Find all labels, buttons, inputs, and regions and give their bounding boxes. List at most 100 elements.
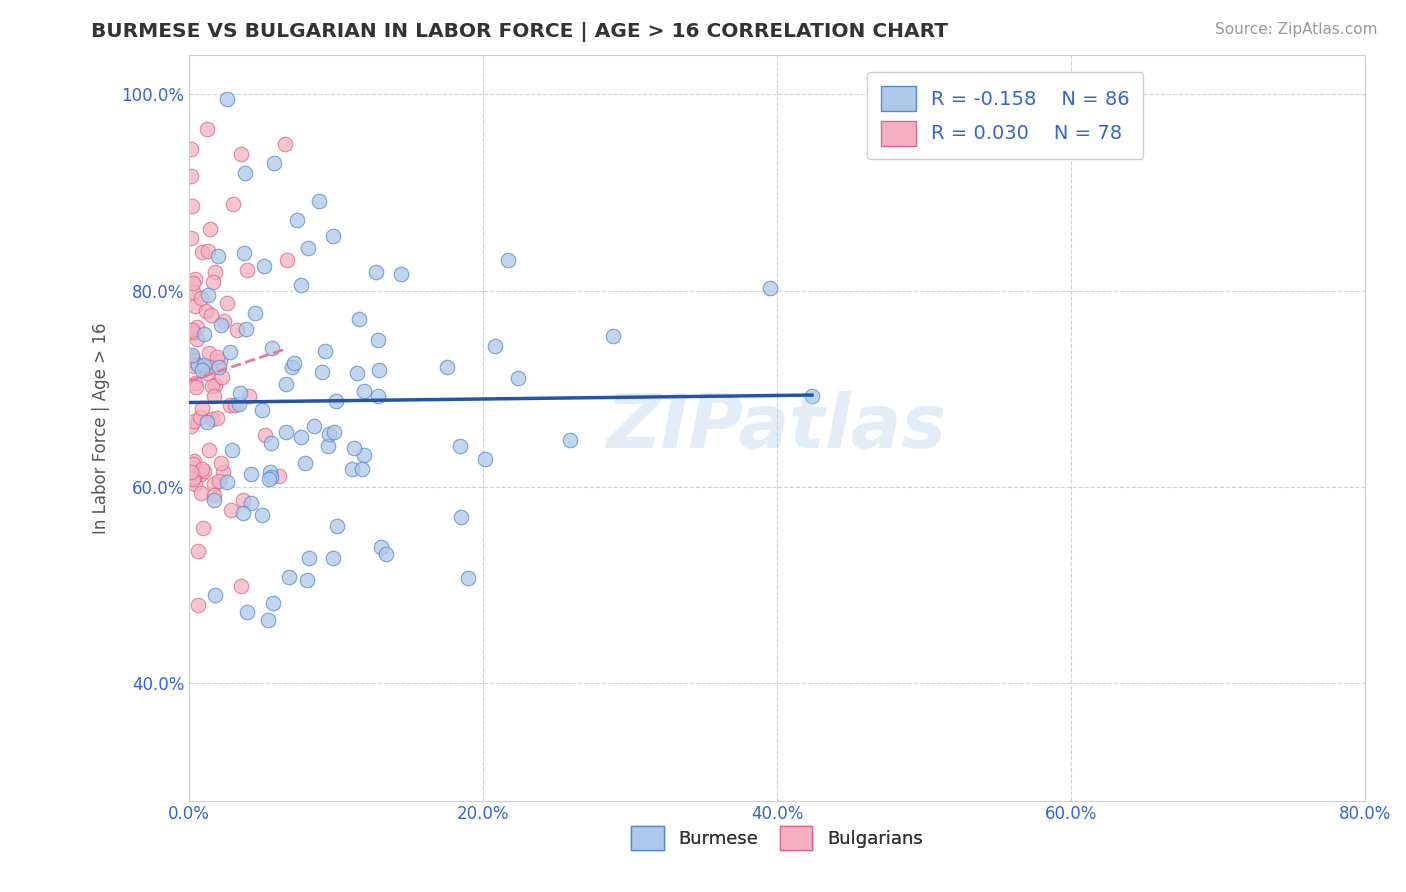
Point bbox=[198, 346, 221, 360]
Point bbox=[181, 347, 204, 361]
Point bbox=[278, 570, 301, 584]
Point bbox=[184, 476, 207, 491]
Point bbox=[245, 306, 267, 320]
Point bbox=[457, 571, 479, 585]
Point bbox=[201, 412, 224, 426]
Point bbox=[322, 550, 344, 565]
Point bbox=[191, 363, 214, 377]
Point bbox=[183, 285, 205, 299]
Point bbox=[217, 92, 239, 106]
Point bbox=[193, 521, 215, 535]
Point bbox=[204, 265, 226, 279]
Point bbox=[186, 319, 208, 334]
Point bbox=[180, 419, 202, 434]
Point bbox=[201, 379, 224, 393]
Point bbox=[352, 461, 374, 475]
Point bbox=[204, 377, 226, 392]
Point bbox=[263, 156, 285, 170]
Point bbox=[274, 137, 297, 152]
Point bbox=[508, 371, 530, 385]
Point bbox=[180, 350, 202, 364]
Point bbox=[318, 427, 340, 442]
Point bbox=[195, 304, 218, 318]
Point bbox=[193, 464, 215, 478]
Point bbox=[187, 544, 209, 558]
Point bbox=[560, 433, 582, 447]
Point bbox=[276, 377, 298, 392]
Point bbox=[183, 454, 205, 468]
Point bbox=[187, 359, 209, 373]
Point bbox=[224, 398, 246, 412]
Point bbox=[262, 341, 284, 355]
Point bbox=[190, 291, 212, 305]
Point bbox=[181, 458, 204, 472]
Point bbox=[181, 470, 204, 484]
Point bbox=[180, 199, 202, 213]
Point bbox=[207, 350, 229, 364]
Point bbox=[209, 318, 232, 333]
Point bbox=[343, 441, 366, 455]
Point bbox=[217, 475, 239, 489]
Point bbox=[257, 613, 280, 627]
Point bbox=[276, 252, 298, 267]
Point bbox=[198, 221, 221, 235]
Point bbox=[240, 467, 263, 481]
Point bbox=[347, 312, 370, 326]
Point bbox=[250, 402, 273, 417]
Point bbox=[262, 596, 284, 610]
Point bbox=[323, 425, 346, 439]
Point bbox=[195, 122, 218, 136]
Point bbox=[209, 456, 232, 470]
Point bbox=[228, 397, 250, 411]
Point bbox=[484, 338, 506, 352]
Point bbox=[183, 353, 205, 368]
Point bbox=[180, 230, 202, 244]
Point bbox=[207, 249, 229, 263]
Point bbox=[235, 605, 257, 619]
Point bbox=[316, 439, 339, 453]
Point bbox=[474, 452, 496, 467]
Point bbox=[197, 244, 219, 259]
Point bbox=[367, 334, 389, 348]
Point bbox=[346, 366, 368, 380]
Point bbox=[183, 272, 205, 286]
Legend: Burmese, Bulgarians: Burmese, Bulgarians bbox=[623, 817, 932, 859]
Point bbox=[253, 259, 276, 273]
Point bbox=[193, 358, 215, 372]
Point bbox=[260, 470, 283, 484]
Point bbox=[204, 588, 226, 602]
Point bbox=[322, 228, 344, 243]
Point bbox=[232, 493, 254, 508]
Point bbox=[202, 488, 225, 502]
Text: ZIPatlas: ZIPatlas bbox=[607, 392, 948, 465]
Point bbox=[180, 169, 202, 183]
Point bbox=[180, 142, 202, 156]
Point bbox=[215, 296, 238, 310]
Point bbox=[212, 314, 235, 328]
Point bbox=[221, 443, 243, 458]
Point bbox=[449, 439, 471, 453]
Point bbox=[314, 343, 336, 358]
Point bbox=[285, 213, 308, 227]
Point bbox=[197, 443, 219, 458]
Point bbox=[183, 413, 205, 427]
Point bbox=[191, 401, 214, 415]
Point bbox=[186, 332, 208, 346]
Point bbox=[233, 245, 256, 260]
Point bbox=[436, 359, 458, 374]
Point bbox=[364, 265, 387, 279]
Point bbox=[205, 411, 228, 425]
Point bbox=[283, 356, 305, 370]
Point bbox=[370, 541, 392, 555]
Point bbox=[181, 325, 204, 339]
Point bbox=[202, 477, 225, 491]
Point bbox=[294, 456, 316, 470]
Point bbox=[188, 410, 211, 425]
Point bbox=[191, 461, 214, 475]
Point bbox=[290, 430, 312, 444]
Text: Source: ZipAtlas.com: Source: ZipAtlas.com bbox=[1215, 22, 1378, 37]
Point bbox=[190, 467, 212, 481]
Y-axis label: In Labor Force | Age > 16: In Labor Force | Age > 16 bbox=[93, 322, 110, 533]
Point bbox=[211, 370, 233, 384]
Point bbox=[259, 465, 281, 479]
